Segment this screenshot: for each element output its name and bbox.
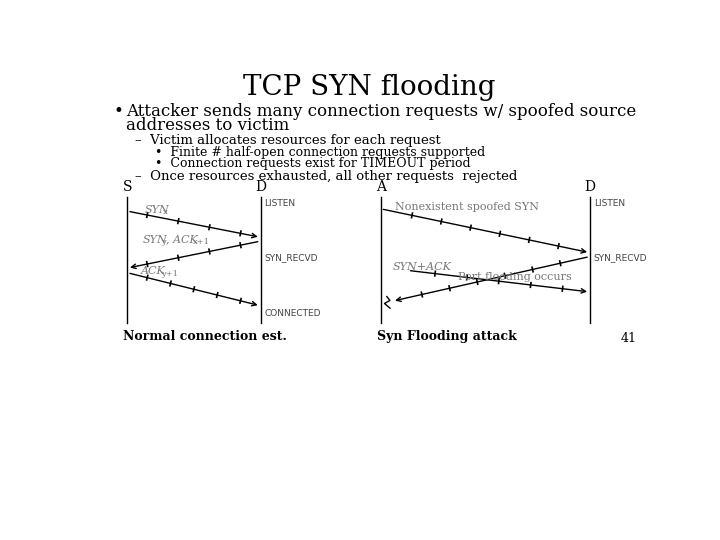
- Text: SYN: SYN: [144, 205, 169, 214]
- Text: LISTEN: LISTEN: [594, 199, 625, 208]
- Text: –  Once resources exhausted, all other requests  rejected: – Once resources exhausted, all other re…: [135, 170, 518, 183]
- Text: •  Finite # half-open connection requests supported: • Finite # half-open connection requests…: [155, 146, 485, 159]
- Text: addresses to victim: addresses to victim: [126, 117, 289, 134]
- Text: TCP SYN flooding: TCP SYN flooding: [243, 74, 495, 101]
- Text: , ACK: , ACK: [166, 235, 198, 245]
- Text: x: x: [163, 208, 168, 216]
- Text: LISTEN: LISTEN: [264, 199, 295, 208]
- Text: •: •: [113, 103, 123, 120]
- Text: D: D: [255, 180, 266, 194]
- Text: 41: 41: [621, 332, 636, 345]
- Text: Nonexistent spoofed SYN: Nonexistent spoofed SYN: [395, 202, 539, 212]
- Text: Attacker sends many connection requests w/ spoofed source: Attacker sends many connection requests …: [126, 103, 636, 120]
- Text: SYN_RECVD: SYN_RECVD: [264, 253, 318, 262]
- Text: A: A: [376, 180, 386, 194]
- Text: Normal connection est.: Normal connection est.: [123, 330, 287, 343]
- Text: ACK: ACK: [141, 266, 166, 276]
- Text: S: S: [122, 180, 132, 194]
- Text: –  Victim allocates resources for each request: – Victim allocates resources for each re…: [135, 134, 441, 147]
- Text: y: y: [161, 238, 166, 246]
- Text: CONNECTED: CONNECTED: [264, 309, 321, 318]
- Text: SYN: SYN: [143, 235, 168, 245]
- Text: Port flooding occurs: Port flooding occurs: [458, 272, 572, 282]
- Text: SYN_RECVD: SYN_RECVD: [594, 253, 647, 262]
- Text: y+1: y+1: [161, 270, 179, 278]
- Text: x+1: x+1: [193, 238, 210, 246]
- Text: Syn Flooding attack: Syn Flooding attack: [377, 330, 516, 343]
- Text: •  Connection requests exist for TIMEOUT period: • Connection requests exist for TIMEOUT …: [155, 157, 471, 170]
- Text: SYN+ACK: SYN+ACK: [392, 262, 451, 272]
- Text: D: D: [585, 180, 595, 194]
